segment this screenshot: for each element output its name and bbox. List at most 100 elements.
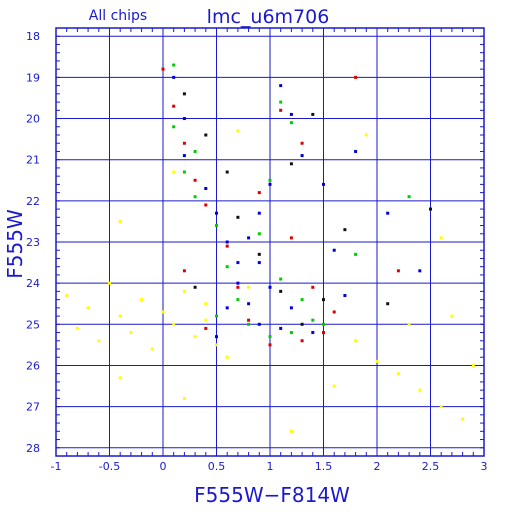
y-tick-label: 23 bbox=[26, 236, 40, 249]
data-point bbox=[311, 112, 315, 116]
data-point bbox=[215, 211, 218, 215]
data-point bbox=[118, 376, 122, 380]
y-tick-label: 28 bbox=[26, 442, 40, 455]
data-point bbox=[289, 429, 293, 433]
data-point bbox=[236, 298, 240, 302]
data-point bbox=[215, 343, 218, 347]
y-tick-label: 21 bbox=[26, 154, 40, 167]
x-tick-label: 0 bbox=[160, 460, 167, 473]
chart-title: lmc_u6m706 bbox=[207, 6, 330, 28]
data-point bbox=[182, 289, 186, 293]
data-point bbox=[182, 154, 186, 158]
data-point bbox=[289, 236, 293, 240]
data-point bbox=[257, 322, 261, 326]
y-tick-label: 27 bbox=[26, 401, 40, 414]
data-point bbox=[268, 285, 272, 289]
data-point bbox=[247, 322, 251, 326]
x-tick-label: 3 bbox=[481, 460, 488, 473]
data-point bbox=[172, 170, 176, 174]
data-point bbox=[225, 265, 229, 269]
data-point bbox=[257, 252, 261, 256]
data-point bbox=[322, 322, 325, 326]
y-axis-label: F555W bbox=[3, 209, 27, 279]
data-point bbox=[289, 331, 293, 335]
data-point bbox=[150, 347, 154, 351]
data-point bbox=[182, 117, 186, 121]
data-point bbox=[118, 219, 122, 223]
data-point bbox=[182, 269, 186, 273]
data-point bbox=[450, 314, 454, 318]
y-tick-labels: 18 19 20 21 22 23 24 25 26 27 28 bbox=[26, 30, 40, 455]
data-point bbox=[322, 331, 325, 335]
data-point bbox=[225, 240, 229, 244]
data-point bbox=[311, 331, 315, 335]
data-point bbox=[300, 339, 304, 343]
data-point bbox=[300, 154, 304, 158]
data-point bbox=[86, 306, 90, 310]
x-tick-label: -1 bbox=[51, 460, 62, 473]
data-point bbox=[225, 355, 229, 359]
data-point bbox=[215, 314, 218, 318]
data-point bbox=[161, 310, 165, 314]
data-point bbox=[343, 228, 347, 232]
x-tick-label: -0.5 bbox=[99, 460, 120, 473]
data-point bbox=[279, 84, 283, 88]
data-point bbox=[332, 248, 336, 252]
data-point bbox=[268, 335, 272, 339]
y-tick-label: 22 bbox=[26, 195, 40, 208]
data-point bbox=[225, 306, 229, 310]
x-tick-label: 0.5 bbox=[208, 460, 226, 473]
data-point bbox=[215, 335, 218, 339]
y-tick-label: 24 bbox=[26, 277, 40, 290]
data-point bbox=[236, 215, 240, 219]
x-axis-label: F555W−F814W bbox=[194, 483, 350, 507]
data-point bbox=[300, 298, 304, 302]
data-point bbox=[396, 372, 400, 376]
data-point bbox=[289, 162, 293, 166]
data-point bbox=[289, 121, 293, 125]
data-point bbox=[204, 302, 208, 306]
plot-grid bbox=[55, 28, 485, 456]
data-point bbox=[225, 244, 229, 248]
data-point bbox=[407, 322, 411, 326]
data-point bbox=[332, 384, 336, 388]
plot-frame bbox=[55, 27, 485, 457]
y-tick-label: 19 bbox=[26, 71, 40, 84]
data-point bbox=[289, 306, 293, 310]
data-point bbox=[193, 285, 197, 289]
chart-subtitle: All chips bbox=[89, 8, 147, 24]
data-point bbox=[204, 133, 208, 137]
data-point bbox=[236, 261, 240, 265]
data-point bbox=[236, 285, 240, 289]
data-point bbox=[172, 63, 176, 67]
data-point bbox=[268, 182, 272, 186]
y-tick-label: 18 bbox=[26, 30, 40, 43]
data-point bbox=[247, 318, 251, 322]
data-point bbox=[268, 178, 272, 182]
data-point bbox=[204, 203, 208, 207]
data-point bbox=[461, 417, 465, 421]
data-point bbox=[268, 343, 272, 347]
data-point bbox=[300, 141, 304, 145]
data-point bbox=[193, 149, 197, 153]
x-tick-label: 1 bbox=[267, 460, 274, 473]
data-point bbox=[279, 108, 283, 112]
data-point bbox=[172, 104, 176, 108]
x-tick-label: 2 bbox=[374, 460, 381, 473]
data-point bbox=[364, 133, 368, 137]
data-point bbox=[247, 302, 251, 306]
data-point bbox=[247, 285, 251, 289]
data-point bbox=[386, 302, 390, 306]
data-point bbox=[279, 100, 283, 104]
data-point bbox=[193, 195, 197, 199]
data-point bbox=[322, 182, 325, 186]
scatter-points bbox=[65, 63, 475, 433]
data-point bbox=[257, 211, 261, 215]
data-point bbox=[289, 112, 293, 116]
data-point bbox=[332, 310, 336, 314]
data-point bbox=[429, 207, 432, 211]
data-point bbox=[418, 269, 422, 273]
data-point bbox=[172, 322, 176, 326]
data-point bbox=[439, 236, 443, 240]
data-point bbox=[257, 261, 261, 265]
